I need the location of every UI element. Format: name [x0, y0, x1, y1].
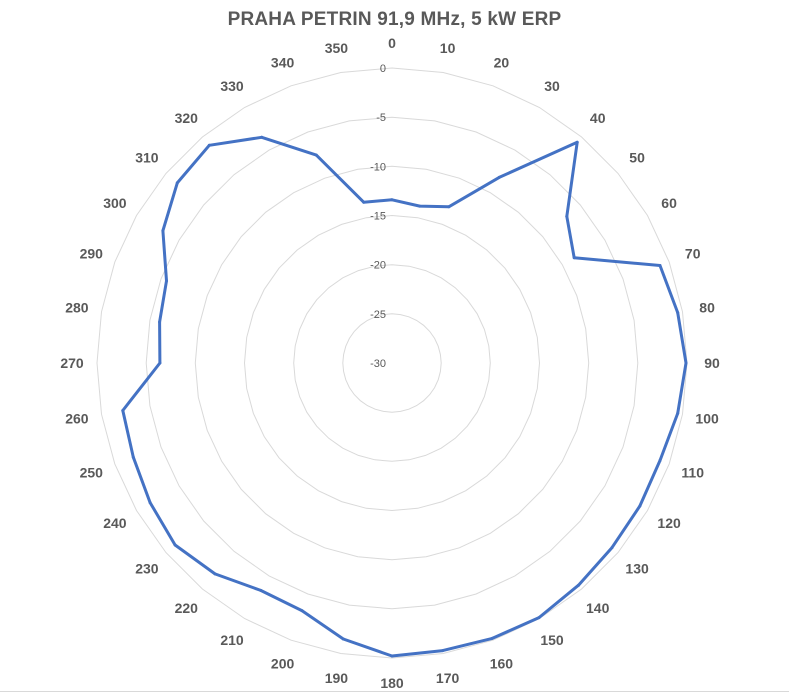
- angle-label-140: 140: [586, 600, 610, 616]
- radial-tick-label: -30: [370, 358, 386, 370]
- data-point-70: [658, 264, 662, 267]
- data-point-340: [314, 153, 318, 157]
- angle-label-310: 310: [135, 149, 159, 165]
- angle-label-180: 180: [380, 675, 404, 691]
- data-point-10: [418, 204, 422, 208]
- angle-label-190: 190: [325, 670, 349, 686]
- angle-label-80: 80: [699, 299, 715, 315]
- data-point-280: [158, 320, 162, 324]
- data-point-140: [577, 583, 580, 587]
- grid-ring-3: [243, 214, 541, 512]
- angle-label-300: 300: [103, 195, 127, 211]
- angle-label-330: 330: [220, 78, 244, 94]
- angle-label-110: 110: [681, 464, 704, 480]
- data-point-30: [497, 175, 501, 179]
- data-point-240: [148, 501, 152, 505]
- data-point-130: [610, 546, 614, 550]
- radial-tick-labels: 0 -5 -10 -15 -20 -25 -30: [370, 63, 386, 370]
- data-point-120: [638, 504, 642, 508]
- radial-tick-label: -10: [370, 161, 386, 173]
- angle-label-210: 210: [220, 632, 244, 648]
- angle-label-120: 120: [657, 515, 681, 531]
- data-point-250: [131, 455, 135, 459]
- data-point-150: [537, 616, 541, 620]
- angle-label-250: 250: [80, 464, 104, 480]
- angle-label-320: 320: [175, 110, 199, 126]
- angle-label-130: 130: [625, 561, 649, 577]
- data-point-260: [121, 409, 125, 412]
- data-point-100: [676, 411, 680, 415]
- angle-label-160: 160: [490, 656, 514, 672]
- data-point-220: [213, 572, 217, 576]
- grid-ring-2: [194, 165, 590, 561]
- grid-ring-1: [145, 116, 639, 610]
- data-point-80: [676, 311, 680, 315]
- data-point-40: [575, 140, 579, 144]
- radial-tick-label: -5: [376, 112, 386, 124]
- chart-title: PRAHA PETRIN 91,9 MHz, 5 kW ERP: [227, 9, 562, 30]
- radial-tick-label: -20: [370, 260, 386, 272]
- grid-ring-5: [342, 313, 442, 413]
- angle-label-90: 90: [704, 355, 720, 371]
- angle-label-270: 270: [60, 355, 84, 371]
- angle-label-50: 50: [629, 149, 645, 165]
- data-point-160: [490, 636, 494, 640]
- angle-label-20: 20: [494, 54, 510, 70]
- angle-label-30: 30: [544, 78, 560, 94]
- series-line-0: [121, 135, 688, 658]
- data-point-330: [260, 135, 264, 139]
- series-layer: [121, 135, 688, 658]
- angle-label-260: 260: [65, 411, 89, 427]
- data-point-190: [341, 637, 345, 641]
- angle-label-70: 70: [685, 246, 701, 262]
- data-point-310: [175, 181, 179, 185]
- angle-label-100: 100: [695, 411, 719, 427]
- angle-label-40: 40: [590, 110, 606, 126]
- angle-label-350: 350: [325, 40, 349, 56]
- data-point-90: [684, 361, 688, 365]
- data-point-200: [300, 609, 304, 613]
- data-point-60: [572, 256, 576, 260]
- angle-label-280: 280: [65, 299, 89, 315]
- angle-label-150: 150: [540, 632, 564, 648]
- angle-label-240: 240: [103, 515, 127, 531]
- data-point-20: [447, 205, 451, 209]
- data-point-110: [658, 459, 662, 462]
- data-point-170: [441, 649, 445, 653]
- angle-label-230: 230: [135, 561, 159, 577]
- data-point-350: [362, 200, 366, 204]
- data-point-290: [165, 279, 168, 283]
- radial-tick-label: -25: [370, 309, 386, 321]
- angle-label-340: 340: [271, 54, 295, 70]
- data-point-50: [565, 214, 569, 218]
- data-point-0: [390, 198, 394, 202]
- data-point-230: [173, 543, 177, 547]
- angle-label-200: 200: [271, 656, 295, 672]
- grid-ring-0: [96, 67, 688, 659]
- data-point-180: [390, 654, 394, 658]
- data-point-270: [158, 361, 162, 365]
- data-point-300: [161, 229, 165, 233]
- angle-label-170: 170: [436, 670, 460, 686]
- radial-tick-label: -15: [370, 211, 386, 223]
- grid-ring-4: [293, 264, 491, 462]
- data-point-320: [207, 143, 211, 147]
- angle-labels: 0 10 20 30 40 50 60 70 80 90 100 110 120 130 140 150 160…: [60, 35, 720, 691]
- angle-label-0: 0: [388, 35, 396, 51]
- data-point-210: [259, 588, 263, 592]
- radial-tick-label: 0: [380, 63, 386, 75]
- angle-label-220: 220: [175, 600, 199, 616]
- angle-label-290: 290: [80, 246, 104, 262]
- angle-label-10: 10: [440, 40, 456, 56]
- angle-label-60: 60: [661, 195, 677, 211]
- grid-rings: [96, 67, 688, 659]
